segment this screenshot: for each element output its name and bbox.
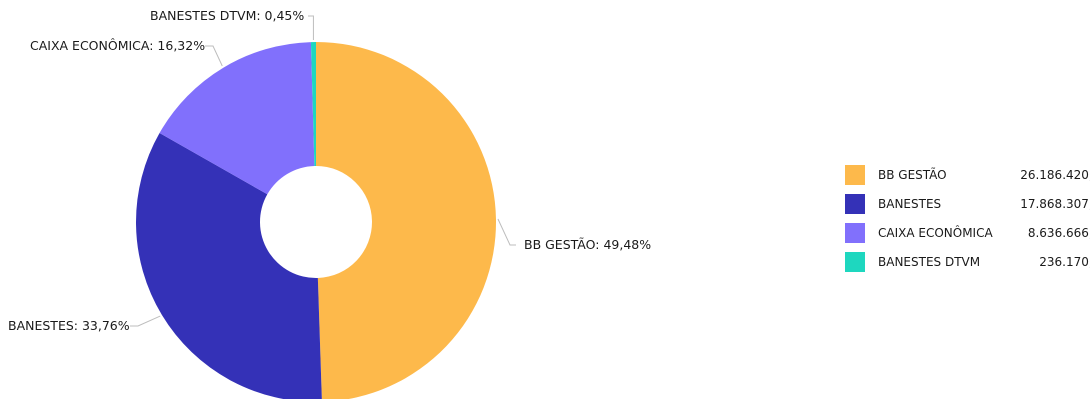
legend-label: BANESTES	[878, 197, 942, 211]
legend-value: 8.636.666,47	[1027, 226, 1090, 240]
legend-label: BB GESTÃO	[878, 168, 947, 182]
leader-line	[308, 15, 314, 41]
legend-item-bb-gestao[interactable]: BB GESTÃO 26.186.420,56	[845, 163, 1090, 187]
slice-label-banestes: BANESTES: 33,76%	[8, 318, 130, 333]
leader-line	[130, 315, 161, 327]
legend-item-banestes[interactable]: BANESTES 17.868.307,70	[845, 192, 1090, 216]
leader-lines	[130, 15, 516, 327]
slice-banestes[interactable]	[136, 132, 322, 399]
legend-value: 26.186.420,56	[1020, 168, 1090, 182]
legend-label: CAIXA ECONÔMICA	[878, 226, 993, 240]
leader-line	[497, 218, 516, 246]
slice-banestes-dtvm[interactable]	[310, 42, 316, 167]
legend-label: BANESTES DTVM	[878, 255, 981, 269]
leader-line	[205, 45, 223, 67]
slice-label-banestes-dtvm: BANESTES DTVM: 0,45%	[150, 8, 304, 23]
slice-labels: BB GESTÃO: 49,48% BANESTES: 33,76% CAIXA E…	[8, 8, 651, 333]
legend-swatch	[845, 165, 865, 185]
legend-value: 236.170,88	[1039, 255, 1090, 269]
legend-item-banestes-dtvm[interactable]: BANESTES DTVM 236.170,88	[845, 250, 1090, 274]
legend-item-caixa-economica[interactable]: CAIXA ECONÔMICA 8.636.666,47	[845, 221, 1090, 245]
legend: BB GESTÃO 26.186.420,56 BANESTES 17.868.…	[845, 163, 1090, 279]
legend-swatch	[845, 223, 865, 243]
legend-value: 17.868.307,70	[1020, 197, 1090, 211]
legend-swatch	[845, 252, 865, 272]
slice-label-bb-gestao: BB GESTÃO: 49,48%	[524, 237, 651, 252]
legend-swatch	[845, 194, 865, 214]
slice-bb-gestao[interactable]	[316, 42, 496, 399]
slice-caixa-economica[interactable]	[159, 42, 315, 195]
slice-label-caixa-economica: CAIXA ECONÔMICA: 16,32%	[30, 38, 205, 53]
donut-slices	[136, 42, 496, 399]
